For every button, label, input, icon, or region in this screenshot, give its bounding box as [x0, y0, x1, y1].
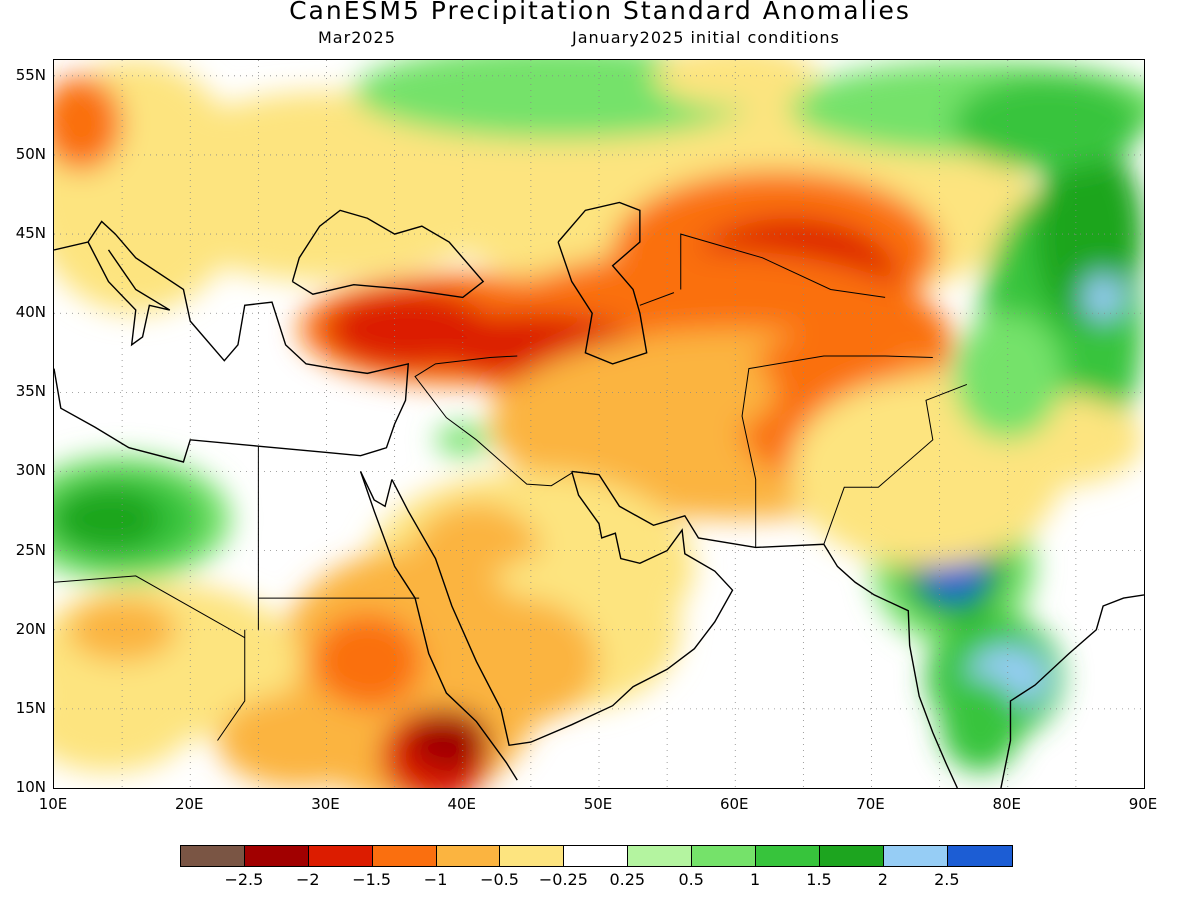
forecast-month: Mar2025	[318, 28, 396, 47]
colorbar-swatch	[436, 846, 501, 866]
lat-label: 10N	[15, 778, 46, 796]
colorbar-label: 2.5	[934, 870, 960, 889]
colorbar-label: −0.5	[480, 870, 519, 889]
lon-label: 60E	[719, 795, 749, 813]
colorbar-label: −0.25	[538, 870, 588, 889]
lon-label: 20E	[174, 795, 204, 813]
colorbar-swatch	[819, 846, 884, 866]
lon-label: 10E	[38, 795, 68, 813]
lon-label: 70E	[856, 795, 885, 813]
colorbar-label: −2	[296, 870, 320, 889]
colorbar-label: 1.5	[806, 870, 832, 889]
lon-label: 50E	[583, 795, 613, 813]
lat-label: 40N	[15, 303, 46, 322]
colorbar-swatch	[947, 846, 1012, 866]
colorbar	[180, 845, 1013, 867]
colorbar-swatch	[500, 846, 565, 866]
colorbar-swatch	[181, 846, 245, 866]
colorbar-swatch	[564, 846, 629, 866]
lon-label: 30E	[311, 795, 340, 813]
lat-label: 45N	[15, 224, 46, 243]
lat-label: 20N	[15, 619, 46, 638]
colorbar-label: 1	[750, 870, 761, 889]
lat-label: 15N	[15, 698, 46, 717]
chart-title: CanESM5 Precipitation Standard Anomalies	[289, 0, 911, 25]
lat-label: 25N	[15, 540, 46, 559]
colorbar-swatch	[308, 846, 373, 866]
colorbar-label: −1.5	[352, 870, 392, 889]
colorbar-label: 0.25	[609, 870, 646, 889]
colorbar-swatch	[756, 846, 820, 866]
colorbar-swatch	[692, 846, 757, 866]
lon-label: 40E	[447, 795, 477, 813]
colorbar-label: −1	[423, 870, 448, 889]
colorbar-label: −2.5	[224, 870, 264, 889]
lat-label: 50N	[15, 144, 46, 163]
colorbar-label: 0.5	[678, 870, 704, 889]
lon-label: 90E	[1128, 795, 1158, 813]
colorbar-swatch	[244, 846, 309, 866]
colorbar-swatch	[372, 846, 437, 866]
precipitation-anomaly-map	[53, 59, 1145, 789]
colorbar-swatch	[628, 846, 693, 866]
lat-label: 30N	[15, 461, 46, 480]
lat-label: 35N	[15, 382, 46, 401]
colorbar-swatch	[883, 846, 948, 866]
init-conditions: January2025 initial conditions	[572, 28, 840, 47]
lat-label: 55N	[15, 65, 46, 84]
lon-label: 80E	[992, 795, 1022, 813]
colorbar-label: 2	[877, 870, 888, 889]
